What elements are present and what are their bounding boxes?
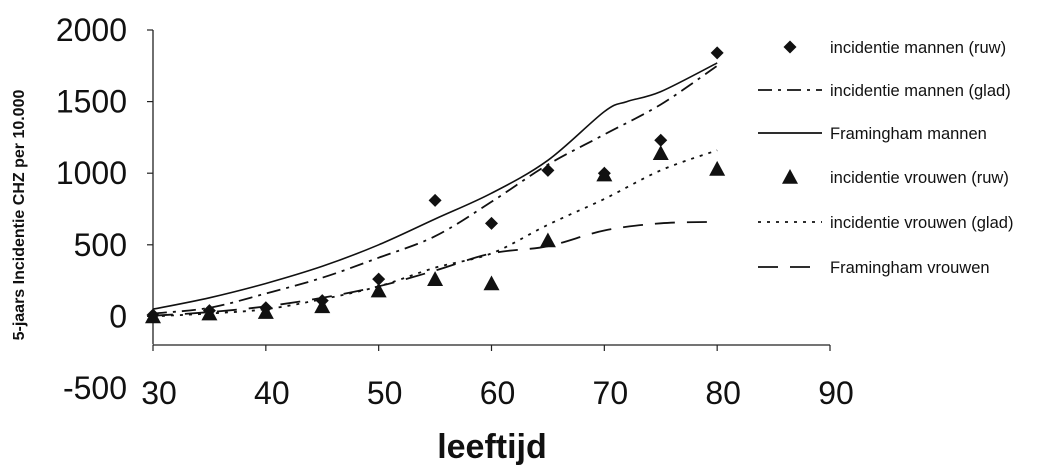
- legend-label: incidentie vrouwen (glad): [830, 214, 1013, 232]
- data-point-triangle: [427, 271, 444, 286]
- x-tick-label: 60: [480, 375, 516, 411]
- legend-label: incidentie vrouwen (ruw): [830, 169, 1009, 187]
- x-tick-label: 40: [254, 375, 290, 411]
- legend-label: incidentie mannen (glad): [830, 82, 1011, 100]
- data-point-triangle: [483, 275, 500, 291]
- data-point-triangle: [596, 166, 613, 182]
- data-point-diamond: [654, 133, 668, 147]
- chart-legend: incidentie mannen (ruw) incidentie mannen…: [758, 39, 1013, 277]
- series-line: [152, 65, 718, 315]
- y-tick-label: 1000: [56, 155, 127, 191]
- data-point-diamond: [372, 272, 386, 286]
- y-tick-label: 0: [109, 298, 127, 334]
- legend-item: incidentie mannen (ruw): [783, 39, 1006, 57]
- chart-series: [145, 46, 726, 324]
- data-point-triangle: [709, 160, 726, 176]
- legend-item: Framingham mannen: [758, 125, 987, 143]
- series-1: [152, 65, 718, 315]
- legend-label: Framingham vrouwen: [830, 259, 990, 277]
- x-tick-label: 50: [367, 375, 403, 411]
- data-point-triangle: [539, 232, 556, 248]
- legend-item: Framingham vrouwen: [758, 259, 990, 277]
- data-point-triangle: [370, 282, 387, 298]
- data-point-triangle: [314, 298, 331, 314]
- legend-symbol-triangle: [782, 169, 798, 184]
- chart-axes: 2000 1500 1000 500 0 -500 30 40 50 60 70 80 90: [56, 12, 854, 411]
- legend-item: incidentie mannen (glad): [758, 82, 1011, 100]
- legend-item: incidentie vrouwen (glad): [758, 214, 1013, 232]
- series-line: [152, 62, 718, 310]
- x-tick-label: 90: [818, 375, 854, 411]
- data-point-triangle: [652, 145, 669, 160]
- x-axis-title: leeftijd: [437, 428, 547, 466]
- y-axis-title: 5-jaars Incidentie CHZ per 10.000: [11, 90, 28, 341]
- x-tick-label: 80: [705, 375, 741, 411]
- data-point-diamond: [485, 216, 498, 230]
- y-tick-label: 500: [74, 227, 127, 263]
- legend-label: Framingham mannen: [830, 125, 987, 143]
- data-point-diamond: [428, 193, 442, 207]
- x-tick-label: 30: [141, 375, 177, 411]
- data-point-diamond: [541, 163, 555, 177]
- series-5: [152, 221, 718, 317]
- y-tick-label: 2000: [56, 12, 127, 48]
- y-tick-label: 1500: [56, 84, 127, 120]
- legend-item: incidentie vrouwen (ruw): [782, 169, 1009, 187]
- legend-label: incidentie mannen (ruw): [830, 39, 1006, 57]
- series-2: [152, 62, 718, 310]
- series-line: [152, 221, 718, 317]
- y-tick-label: -500: [63, 370, 127, 406]
- data-point-triangle: [257, 304, 274, 319]
- series-3: [145, 145, 726, 324]
- x-tick-label: 70: [593, 375, 629, 411]
- legend-symbol-diamond: [783, 40, 797, 54]
- data-point-diamond: [710, 46, 724, 60]
